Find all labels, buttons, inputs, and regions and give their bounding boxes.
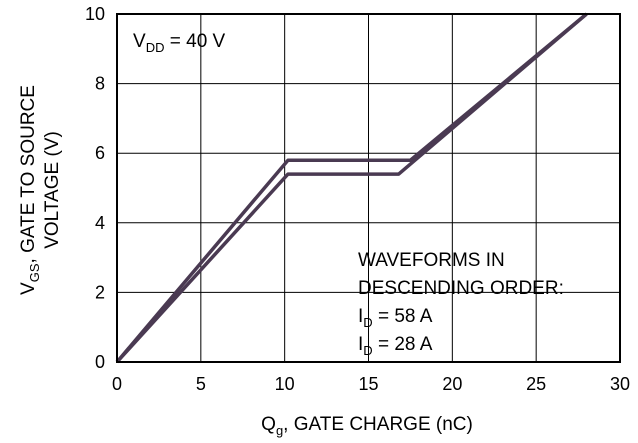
plot-frame xyxy=(116,13,621,363)
y-tick-label: 2 xyxy=(95,282,105,302)
legend-entry-2: ID = 28 A xyxy=(358,334,433,358)
y-tick-label: 8 xyxy=(95,74,105,94)
x-tick-label: 20 xyxy=(442,374,462,394)
x-tick-label: 25 xyxy=(526,374,546,394)
y-tick-label: 6 xyxy=(95,143,105,163)
x-tick-label: 15 xyxy=(358,374,378,394)
axis-ticks: 0 5 10 15 20 25 30 0 2 4 6 8 10 xyxy=(85,4,630,394)
y-axis-label: VGS, GATE TO SOURCE VOLTAGE (V) xyxy=(18,85,63,295)
vdd-annotation: VDD = 40 V xyxy=(133,31,226,55)
x-axis-label: Qg, GATE CHARGE (nC) xyxy=(261,414,473,438)
y-tick-label: 10 xyxy=(85,4,105,24)
grid-lines xyxy=(117,14,620,362)
y-tick-label: 4 xyxy=(95,213,105,233)
series-group xyxy=(115,12,588,364)
y-tick-label: 0 xyxy=(95,352,105,372)
legend-line-2: DESCENDING ORDER: xyxy=(358,278,564,299)
legend-line-1: WAVEFORMS IN xyxy=(358,250,505,271)
x-tick-label: 10 xyxy=(275,374,295,394)
legend-background xyxy=(352,246,600,358)
legend-entry-1: ID = 58 A xyxy=(358,306,433,330)
x-tick-label: 5 xyxy=(196,374,206,394)
x-tick-label: 30 xyxy=(610,374,630,394)
svg-text:VGS, GATE TO SOURCE: VGS, GATE TO SOURCE xyxy=(18,85,42,295)
series-line-2 xyxy=(115,12,588,364)
x-tick-label: 0 xyxy=(112,374,122,394)
svg-text:VOLTAGE (V): VOLTAGE (V) xyxy=(42,131,63,249)
